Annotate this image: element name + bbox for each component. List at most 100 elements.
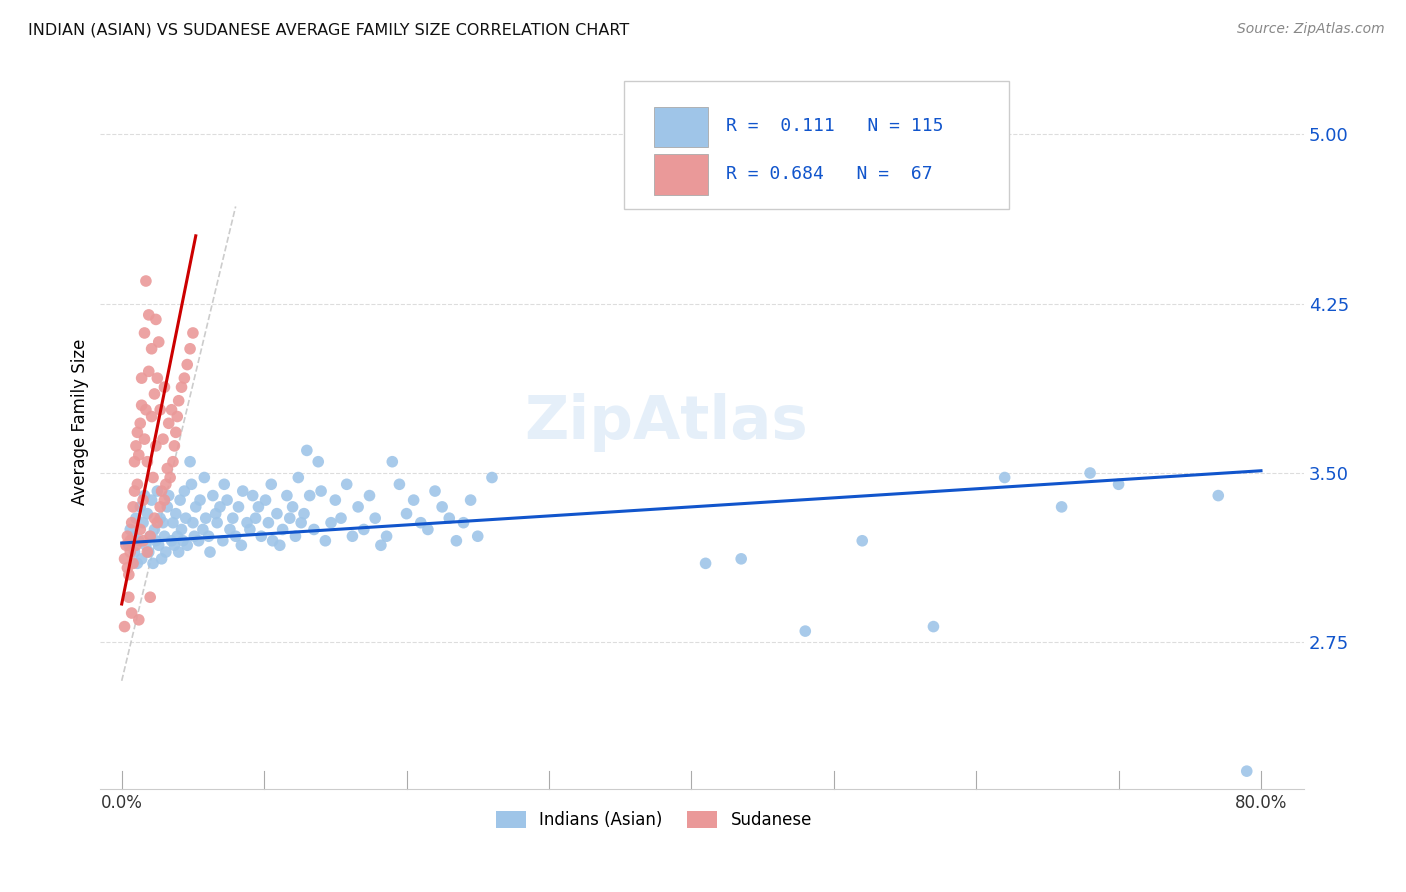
- Point: [851, 533, 873, 548]
- Point: [135, 402, 157, 417]
- Point: [145, 533, 167, 548]
- Point: [142, 557, 165, 571]
- Point: [257, 516, 280, 530]
- Point: [180, 477, 202, 491]
- Point: [157, 417, 180, 431]
- Point: [211, 533, 233, 548]
- Point: [131, 371, 153, 385]
- Point: [245, 511, 267, 525]
- Point: [266, 507, 288, 521]
- Point: [212, 477, 235, 491]
- Point: [118, 591, 141, 605]
- Point: [388, 477, 411, 491]
- Point: [148, 334, 170, 349]
- Point: [323, 493, 346, 508]
- Point: [395, 507, 418, 521]
- Point: [141, 409, 163, 424]
- Point: [150, 551, 173, 566]
- Point: [114, 551, 136, 566]
- Point: [141, 342, 163, 356]
- Point: [149, 402, 172, 417]
- Point: [409, 516, 432, 530]
- Point: [176, 358, 198, 372]
- Point: [302, 523, 325, 537]
- Point: [231, 538, 253, 552]
- Text: INDIAN (ASIAN) VS SUDANESE AVERAGE FAMILY SIZE CORRELATION CHART: INDIAN (ASIAN) VS SUDANESE AVERAGE FAMIL…: [28, 22, 630, 37]
- Point: [117, 561, 139, 575]
- Point: [260, 477, 283, 491]
- Point: [194, 511, 217, 525]
- Point: [143, 511, 166, 525]
- Point: [225, 529, 247, 543]
- Point: [314, 533, 336, 548]
- Point: [120, 533, 142, 548]
- Point: [172, 533, 194, 548]
- Point: [125, 538, 148, 552]
- Point: [292, 507, 315, 521]
- Point: [232, 484, 254, 499]
- Point: [125, 439, 148, 453]
- Point: [254, 493, 277, 508]
- Point: [187, 533, 209, 548]
- Point: [146, 484, 169, 499]
- Point: [460, 493, 482, 508]
- Point: [139, 529, 162, 543]
- FancyBboxPatch shape: [654, 154, 709, 194]
- Point: [118, 538, 141, 552]
- Point: [114, 619, 136, 633]
- Point: [128, 533, 150, 548]
- Point: [174, 511, 197, 525]
- Point: [1236, 764, 1258, 779]
- Point: [239, 523, 262, 537]
- Point: [132, 493, 155, 508]
- Point: [247, 500, 270, 514]
- Point: [281, 500, 304, 514]
- Point: [381, 455, 404, 469]
- Point: [145, 312, 167, 326]
- Point: [165, 507, 187, 521]
- Point: [166, 529, 188, 543]
- Point: [278, 511, 301, 525]
- Point: [375, 529, 398, 543]
- Point: [287, 470, 309, 484]
- Point: [167, 545, 190, 559]
- Point: [359, 489, 381, 503]
- Point: [128, 613, 150, 627]
- Point: [208, 500, 231, 514]
- Point: [416, 523, 439, 537]
- FancyBboxPatch shape: [654, 106, 709, 147]
- Point: [149, 511, 172, 525]
- Point: [284, 529, 307, 543]
- Point: [118, 567, 141, 582]
- Point: [222, 511, 245, 525]
- Point: [336, 477, 359, 491]
- Point: [121, 516, 143, 530]
- Point: [242, 489, 264, 503]
- Point: [262, 533, 284, 548]
- Point: [152, 516, 174, 530]
- Point: [184, 500, 207, 514]
- Point: [250, 529, 273, 543]
- Point: [353, 523, 375, 537]
- Point: [173, 484, 195, 499]
- Point: [146, 516, 169, 530]
- Point: [163, 538, 186, 552]
- Point: [446, 533, 468, 548]
- Point: [439, 511, 461, 525]
- Point: [453, 516, 475, 530]
- Text: R = 0.684   N =  67: R = 0.684 N = 67: [725, 165, 932, 183]
- Point: [124, 455, 146, 469]
- Point: [141, 493, 163, 508]
- Text: R =  0.111   N = 115: R = 0.111 N = 115: [725, 118, 943, 136]
- Point: [162, 516, 184, 530]
- Point: [167, 393, 190, 408]
- Point: [152, 432, 174, 446]
- Point: [156, 500, 179, 514]
- Point: [295, 443, 318, 458]
- Point: [179, 455, 201, 469]
- Point: [217, 493, 239, 508]
- Point: [135, 274, 157, 288]
- Point: [922, 619, 945, 633]
- Point: [159, 470, 181, 484]
- Point: [122, 557, 145, 571]
